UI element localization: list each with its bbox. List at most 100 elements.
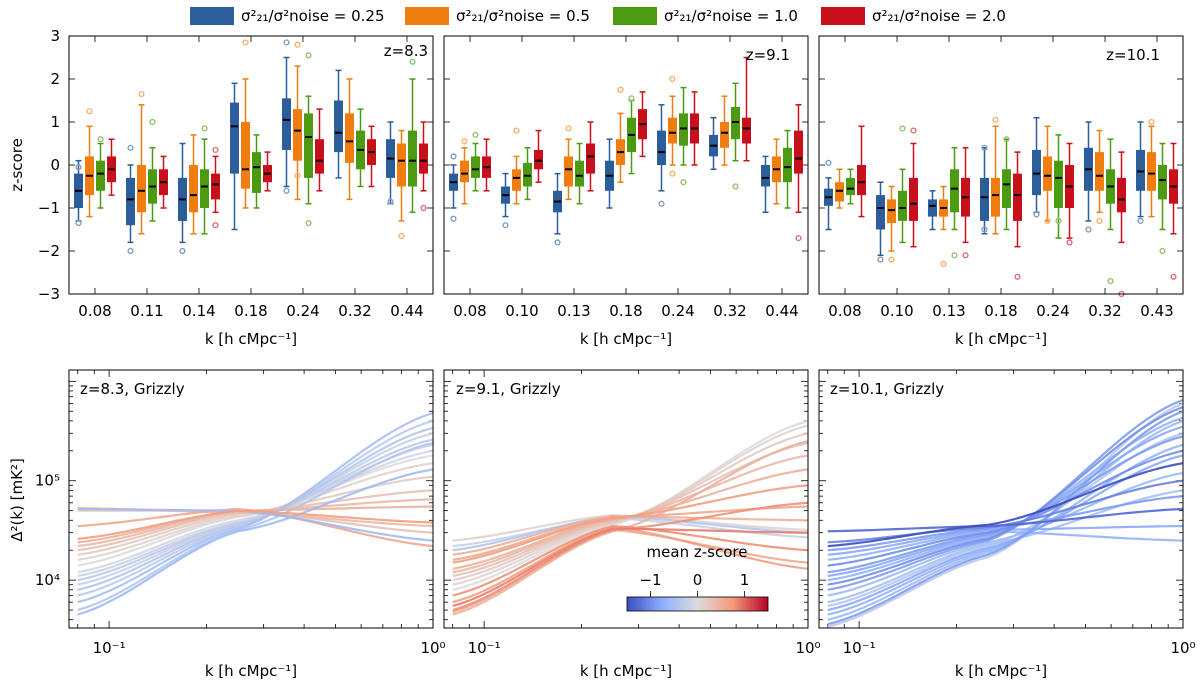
outlier-point [951,252,958,259]
box [898,190,907,221]
box [315,139,324,174]
panel-label: z=9.1, Grizzly [456,380,561,398]
panel-label: z=10.1, Grizzly [830,380,944,398]
legend-label: σ²₂₁/σ²noise = 1.0 [664,7,798,25]
box [980,177,989,221]
outlier-point [910,127,917,134]
spectrum-line [77,426,434,591]
y-tick-label: −1 [38,199,60,217]
outlier-point [825,159,832,166]
box [720,122,729,148]
legend-entry: σ²₂₁/σ²noise = 0.5 [405,7,590,25]
y-tick-label: −2 [38,242,60,260]
y-tick-label: 10⁵ [35,472,60,490]
legend-entry: σ²₂₁/σ²noise = 2.0 [821,7,1006,25]
legend-entry: σ²₂₁/σ²noise = 1.0 [613,7,798,25]
outlier-point [86,108,93,115]
box [252,152,261,193]
x-tick-label: 0.13 [932,302,965,320]
outlier-point [305,219,312,227]
spectrum-line [452,484,809,564]
box [783,147,792,183]
outlier-point [127,144,134,151]
box [523,162,532,187]
colorbar-tick-label: −1 [639,571,661,589]
outlier-point [450,153,457,160]
box [200,169,209,208]
panel-label: z=8.3 [384,42,428,60]
panel-frame [443,369,809,629]
x-tick-label: 0.08 [453,302,486,320]
legend-swatch [405,7,449,25]
colorbar-gradient [626,596,769,612]
spectrum-line [77,441,434,612]
outlier-point [387,198,394,205]
panel-frame [818,35,1184,295]
outlier-point [127,247,134,255]
box [230,102,239,174]
outlier-point [472,131,479,139]
outlier-point [1096,217,1103,225]
panel-top-right: 0.08 0.10 0.13 0.18 0.24 0.32 0.43 z=10.1 k [h… [818,35,1184,348]
box [835,182,844,202]
box [126,177,135,226]
panel-bottom-middle: 10⁻¹ 10⁰ z=9.1, Grizzly k [h cMpc⁻¹] [443,369,821,680]
box [534,149,543,170]
box [742,117,751,144]
outlier-point [669,75,676,83]
y-axis-label: Δ²(k) [mK²] [8,458,26,542]
colorbar-tick-label: 0 [693,571,703,589]
spectrum-line [827,402,1184,628]
legend-swatch [190,7,234,25]
panel-marks: 0.08 0.10 0.13 0.18 0.24 0.32 0.43 [819,35,1183,320]
x-tick-label: 0.24 [661,302,694,320]
box [293,109,302,161]
spectrum-line [452,527,809,607]
box [761,165,770,187]
box [512,169,521,191]
spectrum-line [77,438,434,582]
x-tick-label: 0.18 [234,302,267,320]
outlier-point [305,52,312,59]
x-axis-label: k [h cMpc⁻¹] [205,662,297,680]
legend-label: σ²₂₁/σ²noise = 2.0 [872,7,1006,25]
outlier-point [138,90,145,98]
legend-swatch [613,7,657,25]
box [189,165,198,213]
box [991,177,1000,217]
x-tick-label: 0.32 [1088,302,1121,320]
box [1054,160,1063,208]
y-tick-label: 2 [50,70,60,88]
spectrum-line [452,419,809,591]
panel-label: z=10.1 [1106,46,1160,64]
box [1158,165,1167,200]
outlier-point [732,183,739,190]
outlier-point [565,125,572,132]
outlier-point [1107,278,1114,285]
colorbar: mean z-score −1 0 1 [626,543,769,612]
x-tick-label: 0.32 [338,302,371,320]
x-tick-label: 0.32 [713,302,746,320]
box [909,177,918,221]
outlier-point [409,58,416,65]
y-tick-label: 10⁴ [35,571,60,589]
outlier-point [940,260,947,268]
outlier-point [1003,136,1010,143]
panel-marks: 10⁻¹ 10⁰ [444,370,821,657]
x-tick-label: 0.08 [828,302,861,320]
x-tick-label: 0.24 [286,302,319,320]
x-axis-label: k [h cMpc⁻¹] [955,662,1047,680]
y-tick-label: 1 [50,113,60,131]
spectrum-line [77,468,434,616]
legend-entry: σ²₂₁/σ²noise = 0.25 [190,7,385,25]
spectrum-line [827,410,1184,626]
outlier-point [1159,247,1166,255]
x-tick-label: 10⁰ [1170,639,1195,657]
spectrum-line [827,406,1184,586]
box [1013,173,1022,221]
outlier-point [179,247,186,255]
x-tick-label: 10⁻¹ [843,639,876,657]
outlier-point [992,116,999,123]
outlier-point [1148,118,1155,126]
